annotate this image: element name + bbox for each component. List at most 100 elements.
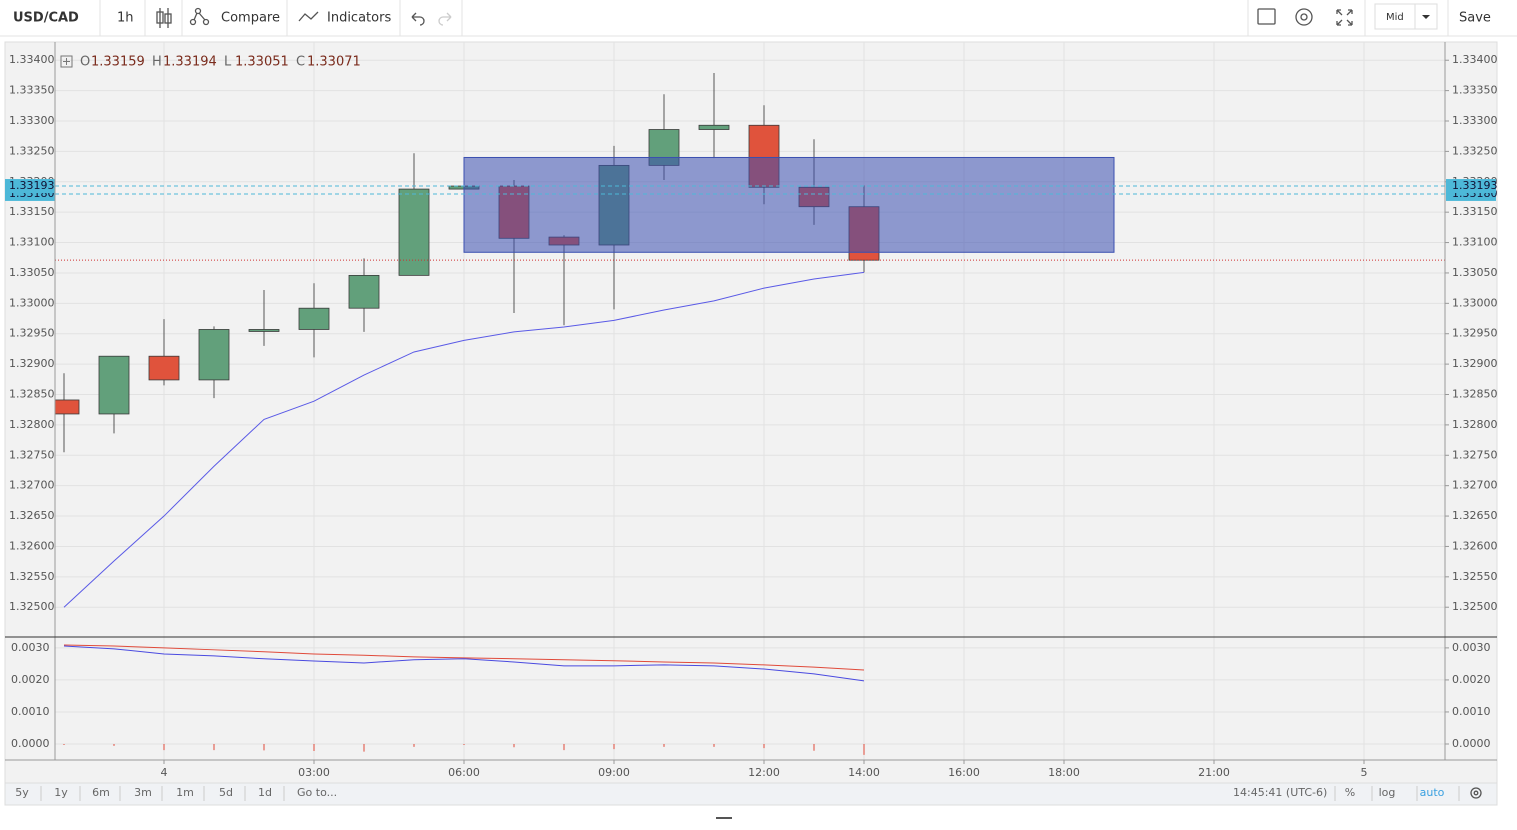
- y-tick-label: 1.33400: [1452, 53, 1498, 66]
- y-tick-label: 1.33350: [1452, 84, 1498, 97]
- y-tick-label: 1.33250: [1452, 144, 1498, 157]
- y-tick-label: 1.32700: [1452, 479, 1498, 492]
- y-tick-label: 1.33050: [1452, 266, 1498, 279]
- candle-body: [98, 355, 130, 415]
- price-label: 1.33193: [9, 179, 55, 192]
- y-tick-label: 1.32550: [1452, 570, 1498, 583]
- y-tick-label: 1.32850: [1452, 388, 1498, 401]
- price-pane: [55, 72, 1445, 608]
- x-tick-label: 4: [161, 766, 168, 779]
- moving-average-line: [63, 271, 865, 608]
- y-tick-label: 1.32600: [1452, 539, 1498, 552]
- x-tick-label: 18:00: [1048, 766, 1080, 779]
- legend-value: 1.33051: [235, 55, 289, 70]
- price-label: 1.33193: [1452, 179, 1498, 192]
- ohlc-legend: [60, 55, 73, 68]
- y-tick-label: 1.33150: [1452, 205, 1498, 218]
- range-button[interactable]: 6m: [92, 786, 110, 799]
- legend-key: O: [80, 55, 90, 70]
- legend-value: 1.33071: [307, 55, 361, 70]
- redo-icon[interactable]: [438, 12, 452, 26]
- legend-key: L: [224, 55, 232, 70]
- symbol[interactable]: USD/CAD: [13, 11, 79, 26]
- fullscreen-icon[interactable]: [1336, 9, 1353, 26]
- indicators-icon[interactable]: [298, 11, 319, 22]
- settings-icon[interactable]: [1295, 8, 1313, 26]
- legend-value: 1.33194: [163, 55, 217, 70]
- rectangle-drawing[interactable]: [463, 156, 1115, 253]
- legend-key: C: [296, 55, 305, 70]
- y-tick-label: 1.33300: [9, 114, 55, 127]
- price-label-box: [5, 179, 55, 194]
- x-tick-label: 12:00: [748, 766, 780, 779]
- y-tick-label: 1.33400: [9, 53, 55, 66]
- bottom-settings-icon[interactable]: [1470, 787, 1482, 799]
- range-button[interactable]: 1y: [54, 786, 68, 799]
- log-button[interactable]: log: [1379, 786, 1396, 799]
- price-source[interactable]: Mid: [1386, 12, 1404, 23]
- y-tick-label: 0.0000: [1452, 737, 1491, 750]
- y-tick-label: 1.32900: [1452, 357, 1498, 370]
- y-tick-label: 0.0010: [11, 705, 50, 718]
- x-tick-label: 14:00: [848, 766, 880, 779]
- y-tick-label: 1.32550: [9, 570, 55, 583]
- candle-body: [348, 274, 380, 309]
- chart-style-icon[interactable]: [156, 8, 172, 28]
- y-tick-label: 0.0020: [1452, 673, 1491, 686]
- candle-body: [698, 124, 730, 130]
- legend-key: H: [152, 55, 162, 70]
- y-tick-label: 0.0000: [11, 737, 50, 750]
- y-tick-label: 1.32950: [1452, 327, 1498, 340]
- y-tick-label: 1.32600: [9, 539, 55, 552]
- y-tick-label: 1.32800: [1452, 418, 1498, 431]
- candle-body: [198, 329, 230, 381]
- y-tick-label: 1.32650: [9, 509, 55, 522]
- y-tick-label: 1.32700: [9, 479, 55, 492]
- x-tick-label: 16:00: [948, 766, 980, 779]
- dropdown-arrow: [1422, 15, 1430, 19]
- range-button[interactable]: 3m: [134, 786, 152, 799]
- indicators-button[interactable]: Indicators: [327, 11, 391, 26]
- undo-icon[interactable]: [411, 12, 425, 26]
- range-button[interactable]: 1m: [176, 786, 194, 799]
- candle-body: [298, 307, 330, 330]
- range-button[interactable]: 5y: [15, 786, 29, 799]
- auto-button[interactable]: auto: [1420, 786, 1445, 799]
- x-tick-label: 21:00: [1198, 766, 1230, 779]
- clock: 14:45:41 (UTC-6): [1233, 786, 1327, 799]
- y-tick-label: 1.33000: [9, 296, 55, 309]
- goto-button[interactable]: Go to...: [297, 786, 337, 799]
- y-tick-label: 1.32900: [9, 357, 55, 370]
- legend-value: 1.33159: [91, 55, 145, 70]
- y-tick-label: 1.32500: [9, 600, 55, 613]
- compare-button[interactable]: Compare: [221, 11, 280, 26]
- x-tick-label: 03:00: [298, 766, 330, 779]
- save-button[interactable]: Save: [1459, 11, 1491, 26]
- range-button[interactable]: 1d: [258, 786, 272, 799]
- x-tick-label: 06:00: [448, 766, 480, 779]
- y-tick-label: 1.33000: [1452, 296, 1498, 309]
- bottom-controls: 5y 1y 6m 3m 1m 5d 1d Go to... 14:45:41 (UTC-6)% l…: [15, 786, 1460, 801]
- indicator-line: [63, 645, 865, 682]
- candle-body: [148, 355, 180, 381]
- y-tick-label: 1.32500: [1452, 600, 1498, 613]
- axes: 1.33400 1.33400 1.33350 1.33350 1.33300 1.333…: [5, 53, 1498, 779]
- price-label-box: [1446, 179, 1496, 194]
- y-tick-label: 0.0030: [1452, 641, 1491, 654]
- indicator-line: [63, 644, 865, 671]
- interval-button[interactable]: 1h: [117, 11, 134, 26]
- compare-icon[interactable]: [189, 7, 210, 26]
- candle-body: [55, 399, 80, 415]
- y-tick-label: 1.32850: [9, 388, 55, 401]
- y-tick-label: 1.33350: [9, 84, 55, 97]
- y-tick-label: 0.0010: [1452, 705, 1491, 718]
- y-tick-label: 1.33250: [9, 144, 55, 157]
- candle-body: [398, 188, 430, 276]
- layout-icon[interactable]: [1257, 8, 1276, 25]
- percent-button[interactable]: %: [1345, 786, 1355, 799]
- x-tick-label: 5: [1361, 766, 1368, 779]
- range-button[interactable]: 5d: [219, 786, 233, 799]
- x-tick-label: 09:00: [598, 766, 630, 779]
- y-tick-label: 1.32750: [1452, 448, 1498, 461]
